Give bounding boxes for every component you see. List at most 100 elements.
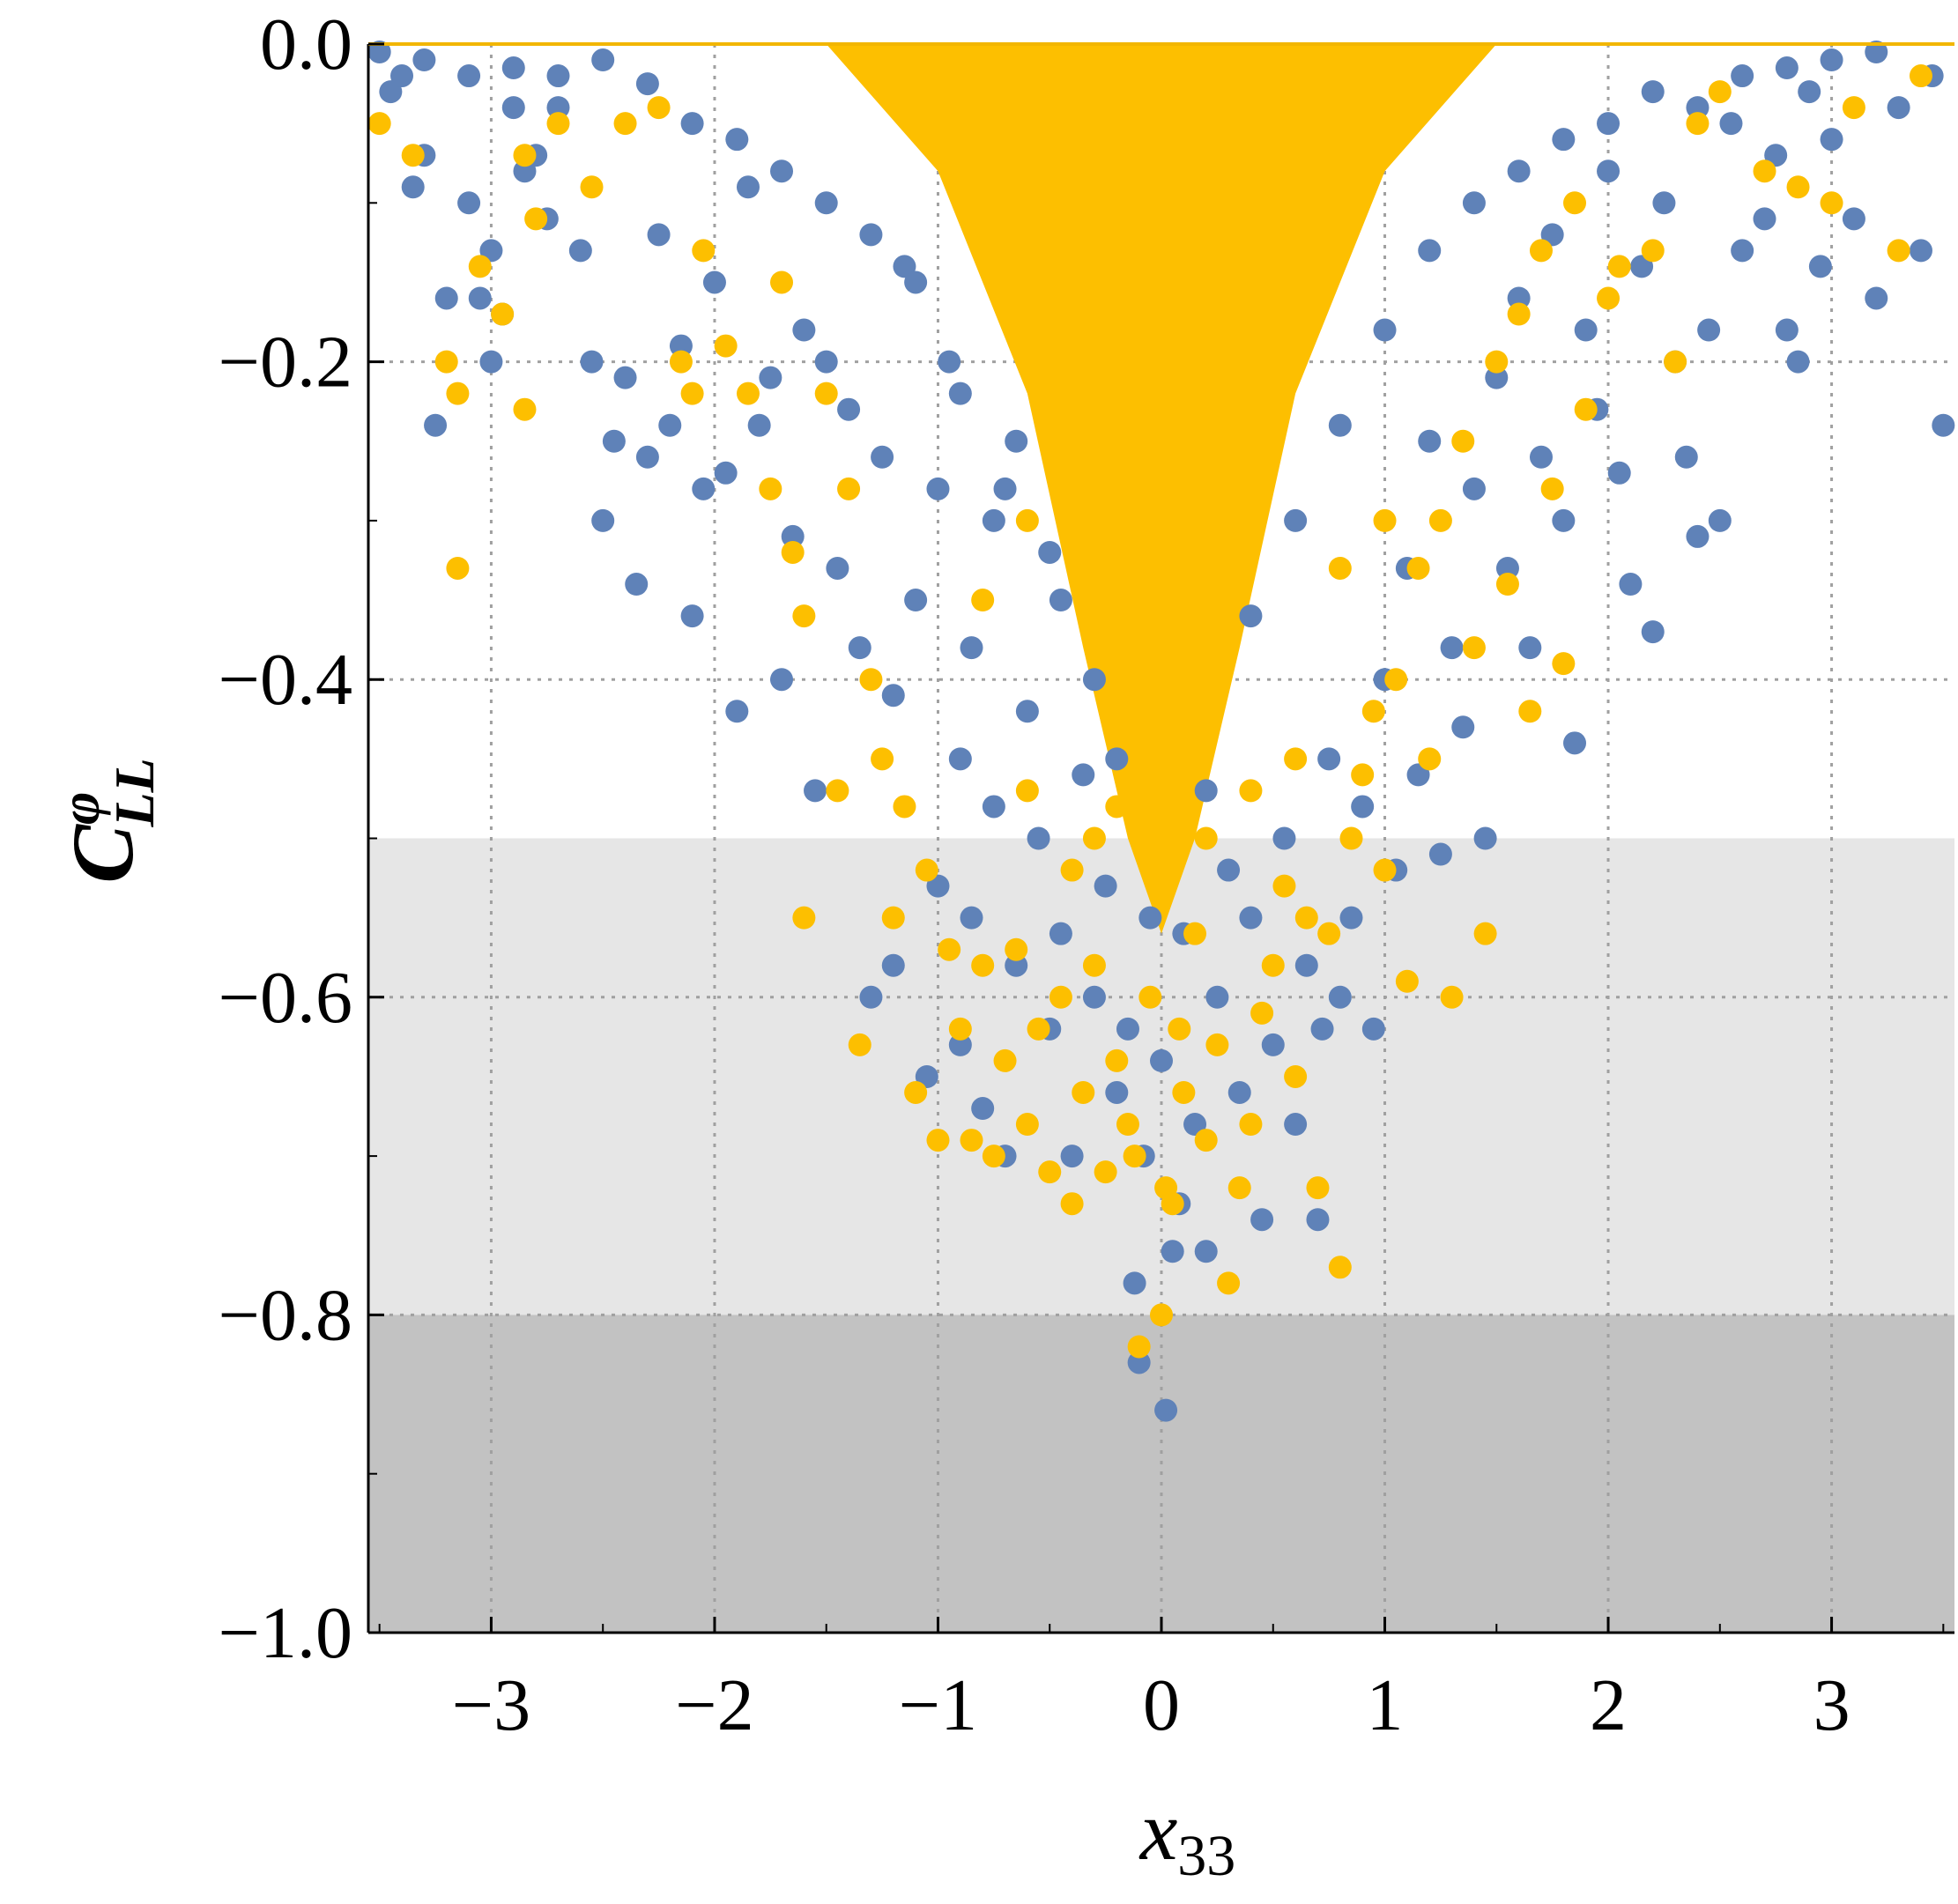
point-1-70 xyxy=(1294,906,1318,930)
point-0-177 xyxy=(1820,48,1843,72)
x-tick-label-2: −1 xyxy=(899,1664,977,1746)
point-0-159 xyxy=(993,477,1017,500)
point-0-35 xyxy=(781,524,805,548)
point-0-158 xyxy=(948,382,972,405)
point-1-114 xyxy=(1284,747,1308,771)
point-0-11 xyxy=(501,96,525,120)
point-0-28 xyxy=(702,270,726,294)
point-1-92 xyxy=(1540,477,1564,500)
point-0-131 xyxy=(1719,112,1743,136)
point-0-175 xyxy=(1731,64,1754,88)
point-0-129 xyxy=(1697,318,1721,342)
point-1-106 xyxy=(1887,239,1910,263)
point-0-141 xyxy=(1865,286,1888,310)
point-1-51 xyxy=(1116,1113,1139,1137)
point-0-30 xyxy=(725,700,749,723)
point-0-61 xyxy=(1005,953,1028,977)
point-0-118 xyxy=(1574,318,1598,342)
point-0-29 xyxy=(714,461,738,485)
point-0-33 xyxy=(759,366,782,389)
point-0-62 xyxy=(1015,700,1039,723)
point-0-176 xyxy=(1775,56,1799,80)
point-1-89 xyxy=(1507,302,1531,326)
point-1-84 xyxy=(1451,429,1475,453)
point-0-49 xyxy=(926,477,950,500)
point-1-118 xyxy=(1373,508,1397,532)
point-0-109 xyxy=(1473,826,1497,850)
point-1-4 xyxy=(446,382,470,405)
point-0-168 xyxy=(1418,239,1442,263)
point-1-21 xyxy=(781,540,805,564)
point-1-101 xyxy=(1708,80,1732,104)
point-1-74 xyxy=(1339,826,1363,850)
constraint-bands xyxy=(368,838,1954,1633)
point-1-46 xyxy=(1060,1192,1084,1216)
point-0-178 xyxy=(1865,41,1888,64)
point-1-17 xyxy=(714,334,738,358)
point-0-17 xyxy=(580,350,604,374)
point-0-115 xyxy=(1540,223,1564,247)
point-0-130 xyxy=(1708,508,1732,532)
point-1-111 xyxy=(1105,795,1129,819)
point-0-58 xyxy=(982,795,1005,819)
point-1-108 xyxy=(1015,779,1039,803)
point-1-105 xyxy=(1842,96,1865,120)
x-tick-label-6: 3 xyxy=(1813,1664,1850,1746)
point-1-67 xyxy=(1261,953,1285,977)
point-1-83 xyxy=(1440,985,1464,1009)
point-0-43 xyxy=(871,445,894,469)
point-1-49 xyxy=(1094,1160,1117,1184)
point-0-52 xyxy=(948,747,972,771)
series-0 xyxy=(367,41,1955,1422)
point-1-25 xyxy=(826,779,849,803)
point-1-8 xyxy=(513,144,537,167)
point-1-5 xyxy=(468,255,492,278)
point-1-30 xyxy=(881,906,905,930)
point-0-171 xyxy=(1552,128,1576,152)
point-1-94 xyxy=(1563,191,1587,215)
point-0-155 xyxy=(814,191,838,215)
point-1-37 xyxy=(960,1129,983,1152)
point-1-95 xyxy=(1574,397,1598,421)
point-0-27 xyxy=(692,477,716,500)
point-0-106 xyxy=(1440,636,1464,660)
y-tick-label-3: −0.6 xyxy=(219,957,352,1039)
point-1-19 xyxy=(759,477,782,500)
point-0-98 xyxy=(1351,795,1375,819)
point-1-81 xyxy=(1418,747,1442,771)
point-1-82 xyxy=(1428,508,1452,532)
point-0-149 xyxy=(546,64,570,88)
point-1-10 xyxy=(546,112,570,136)
point-0-48 xyxy=(915,1064,938,1088)
point-1-112 xyxy=(1194,826,1218,850)
point-0-24 xyxy=(658,413,682,437)
point-1-61 xyxy=(1194,1129,1218,1152)
point-0-133 xyxy=(1753,207,1776,231)
point-1-34 xyxy=(926,1129,950,1152)
point-0-156 xyxy=(859,223,883,247)
point-0-83 xyxy=(1194,1240,1218,1263)
point-1-117 xyxy=(1328,556,1352,580)
point-0-37 xyxy=(804,779,827,803)
point-1-28 xyxy=(859,668,883,692)
point-0-7 xyxy=(468,286,492,310)
point-0-15 xyxy=(546,96,570,120)
point-0-104 xyxy=(1418,429,1442,453)
point-0-45 xyxy=(881,953,905,977)
point-1-39 xyxy=(982,1145,1005,1168)
point-0-60 xyxy=(1005,429,1028,453)
point-1-15 xyxy=(680,382,704,405)
y-tick-label-0: 0.0 xyxy=(260,4,352,85)
point-0-94 xyxy=(1310,1017,1334,1041)
point-0-76 xyxy=(1138,906,1162,930)
point-0-54 xyxy=(960,636,983,660)
point-0-23 xyxy=(647,223,671,247)
point-1-71 xyxy=(1306,1176,1330,1200)
point-1-88 xyxy=(1495,573,1519,596)
point-0-150 xyxy=(591,48,615,72)
point-0-90 xyxy=(1272,826,1296,850)
point-0-1 xyxy=(390,64,414,88)
point-1-60 xyxy=(1183,922,1207,945)
point-0-56 xyxy=(971,1097,995,1121)
point-0-122 xyxy=(1619,573,1643,596)
